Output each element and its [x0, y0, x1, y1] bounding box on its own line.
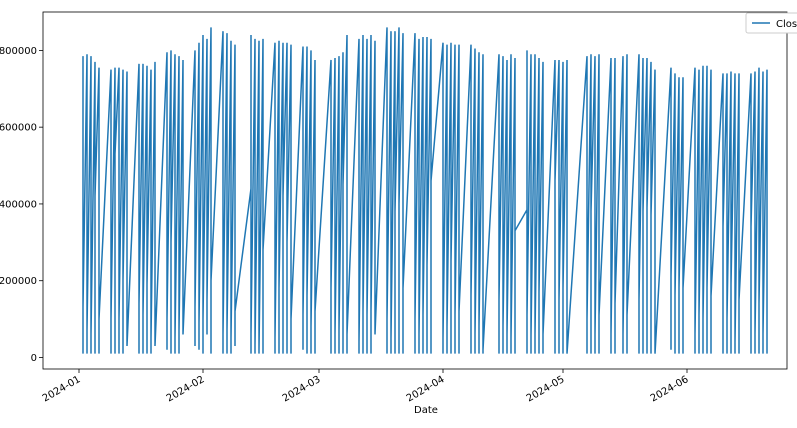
x-tick-label-3: 2024-04: [405, 374, 447, 404]
x-axis-title: Date: [414, 405, 438, 416]
legend-label-close: Close: [776, 19, 797, 30]
y-tick-label-0: 0: [31, 353, 37, 364]
y-tick-label-3: 600000: [0, 123, 37, 134]
legend: Close: [745, 12, 797, 34]
y-tick-label-4: 800000: [0, 46, 37, 57]
y-axis-ticks: 0 200000 400000 600000 800000: [0, 46, 43, 364]
x-tick-label-1: 2024-02: [165, 374, 207, 404]
legend-box: [745, 12, 797, 34]
plot-area: [42, 11, 788, 370]
series-line-close: [82, 27, 768, 354]
plot-frame: [42, 11, 788, 370]
x-tick-label-2: 2024-03: [281, 374, 323, 404]
y-tick-label-2: 400000: [0, 199, 37, 210]
x-tick-label-0: 2024-01: [41, 374, 83, 404]
y-tick-label-1: 200000: [0, 276, 37, 287]
x-tick-label-4: 2024-05: [525, 374, 567, 404]
x-tick-label-5: 2024-06: [649, 374, 691, 404]
x-axis-ticks: 2024-01 2024-02 2024-03 2024-04 2024-05 2024-…: [41, 369, 691, 404]
